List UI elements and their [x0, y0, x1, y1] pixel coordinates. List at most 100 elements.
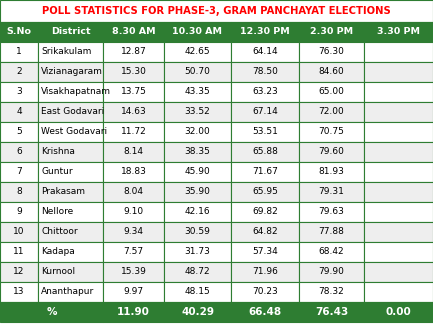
Text: 7.57: 7.57 — [123, 247, 144, 257]
Bar — [299, 122, 364, 142]
Text: 12.30 PM: 12.30 PM — [240, 28, 290, 37]
Text: 7: 7 — [16, 168, 22, 177]
Text: 2: 2 — [16, 67, 22, 76]
Text: 43.35: 43.35 — [184, 88, 210, 97]
Bar — [0, 302, 103, 322]
Text: 71.96: 71.96 — [252, 268, 278, 277]
Text: 48.72: 48.72 — [185, 268, 210, 277]
Bar — [364, 162, 433, 182]
Text: 64.82: 64.82 — [252, 227, 278, 236]
Text: 78.32: 78.32 — [319, 288, 344, 296]
Text: 42.65: 42.65 — [185, 47, 210, 56]
Bar — [38, 182, 103, 202]
Text: 79.90: 79.90 — [319, 268, 344, 277]
Text: 35.90: 35.90 — [184, 188, 210, 197]
Text: 79.31: 79.31 — [319, 188, 344, 197]
Text: 65.95: 65.95 — [252, 188, 278, 197]
Bar — [231, 182, 299, 202]
Bar — [299, 282, 364, 302]
Text: 11.72: 11.72 — [121, 127, 146, 136]
Bar — [38, 42, 103, 62]
Bar — [231, 102, 299, 122]
Text: 30.59: 30.59 — [184, 227, 210, 236]
Text: 79.60: 79.60 — [319, 147, 344, 156]
Bar — [103, 102, 164, 122]
Bar — [103, 62, 164, 82]
Bar — [299, 182, 364, 202]
Bar — [299, 102, 364, 122]
Text: 18.83: 18.83 — [120, 168, 146, 177]
Bar — [299, 142, 364, 162]
Bar — [164, 262, 231, 282]
Text: 8.30 AM: 8.30 AM — [112, 28, 155, 37]
Bar — [38, 62, 103, 82]
Text: 15.30: 15.30 — [120, 67, 146, 76]
Text: Vizianagaram: Vizianagaram — [41, 67, 103, 76]
Bar — [164, 42, 231, 62]
Bar — [103, 82, 164, 102]
Text: 11.90: 11.90 — [117, 307, 150, 317]
Text: 33.52: 33.52 — [184, 108, 210, 117]
Bar — [164, 102, 231, 122]
Bar — [0, 22, 38, 42]
Text: 13: 13 — [13, 288, 25, 296]
Bar — [231, 302, 299, 322]
Bar — [0, 202, 38, 222]
Text: Prakasam: Prakasam — [41, 188, 85, 197]
Bar — [103, 222, 164, 242]
Text: 9.34: 9.34 — [123, 227, 143, 236]
Bar — [103, 242, 164, 262]
Bar — [164, 282, 231, 302]
Text: 68.42: 68.42 — [319, 247, 344, 257]
Text: 6: 6 — [16, 147, 22, 156]
Text: 67.14: 67.14 — [252, 108, 278, 117]
Bar — [0, 82, 38, 102]
Text: 8: 8 — [16, 188, 22, 197]
Text: 3.30 PM: 3.30 PM — [377, 28, 420, 37]
Text: 4: 4 — [16, 108, 22, 117]
Bar — [299, 22, 364, 42]
Bar — [231, 82, 299, 102]
Text: 13.75: 13.75 — [120, 88, 146, 97]
Text: 14.63: 14.63 — [121, 108, 146, 117]
Bar — [164, 222, 231, 242]
Bar — [164, 182, 231, 202]
Bar — [103, 282, 164, 302]
Bar — [364, 202, 433, 222]
Bar — [103, 142, 164, 162]
Bar — [299, 82, 364, 102]
Text: Nellore: Nellore — [41, 208, 73, 216]
Text: 9.97: 9.97 — [123, 288, 144, 296]
Bar — [231, 282, 299, 302]
Text: 9: 9 — [16, 208, 22, 216]
Bar — [364, 102, 433, 122]
Text: 40.29: 40.29 — [181, 307, 214, 317]
Bar — [299, 222, 364, 242]
Bar — [231, 202, 299, 222]
Text: Kurnool: Kurnool — [41, 268, 75, 277]
Text: 10.30 AM: 10.30 AM — [172, 28, 223, 37]
Text: Guntur: Guntur — [41, 168, 73, 177]
Text: 2.30 PM: 2.30 PM — [310, 28, 353, 37]
Bar — [164, 202, 231, 222]
Text: 70.75: 70.75 — [319, 127, 344, 136]
Bar — [364, 222, 433, 242]
Text: 64.14: 64.14 — [252, 47, 278, 56]
Text: Chittoor: Chittoor — [41, 227, 78, 236]
Bar — [164, 22, 231, 42]
Bar — [299, 42, 364, 62]
Bar — [299, 62, 364, 82]
Bar — [164, 302, 231, 322]
Text: POLL STATISTICS FOR PHASE-3, GRAM PANCHAYAT ELECTIONS: POLL STATISTICS FOR PHASE-3, GRAM PANCHA… — [42, 6, 391, 16]
Bar — [0, 42, 38, 62]
Bar — [0, 162, 38, 182]
Bar — [0, 122, 38, 142]
Text: 9.10: 9.10 — [123, 208, 144, 216]
Bar — [164, 62, 231, 82]
Text: Kadapa: Kadapa — [41, 247, 75, 257]
Text: 78.50: 78.50 — [252, 67, 278, 76]
Bar — [38, 142, 103, 162]
Text: 42.16: 42.16 — [185, 208, 210, 216]
Text: %: % — [46, 307, 57, 317]
Bar — [231, 62, 299, 82]
